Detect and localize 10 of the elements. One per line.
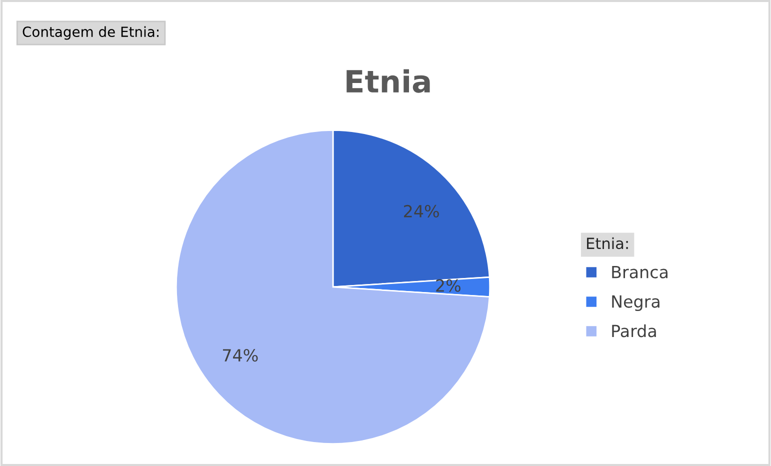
data-label: 2% bbox=[436, 279, 460, 292]
chart-title: Etnia bbox=[346, 69, 430, 93]
pie-slice bbox=[175, 129, 490, 445]
legend-label: Negra bbox=[612, 295, 660, 312]
data-label: 74% bbox=[222, 349, 258, 362]
legend-label: Parda bbox=[612, 324, 656, 338]
legend-label: Branca bbox=[612, 266, 668, 278]
data-label: 24% bbox=[404, 204, 439, 218]
legend-title: Etnia: bbox=[587, 237, 628, 250]
text: Contagem de Etnia: bbox=[22, 26, 158, 40]
